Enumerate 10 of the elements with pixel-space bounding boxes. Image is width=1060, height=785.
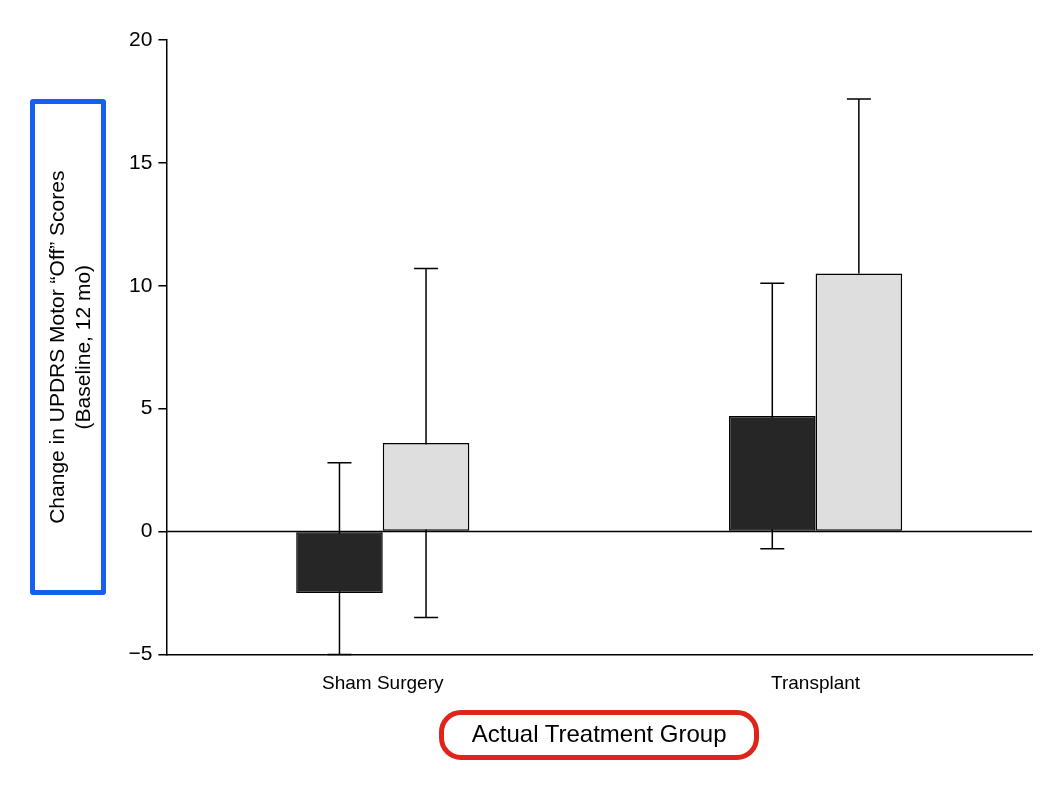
y-tick-label: 15 <box>128 149 153 173</box>
x-axis-title: Actual Treatment Group <box>471 720 727 748</box>
x-tick-label: Transplant <box>771 672 861 694</box>
x-tick-label: Sham Surgery <box>322 672 444 694</box>
y-tick-label: 5 <box>140 395 153 419</box>
y-tick-label: 10 <box>128 272 153 296</box>
y-tick-label: 20 <box>128 26 153 50</box>
y-tick-label: −5 <box>128 641 153 665</box>
y-axis-title: Change in UPDRS Motor “Off” Scores (Baseline, 12 mo) <box>45 170 94 524</box>
y-tick-label: 0 <box>140 518 153 542</box>
